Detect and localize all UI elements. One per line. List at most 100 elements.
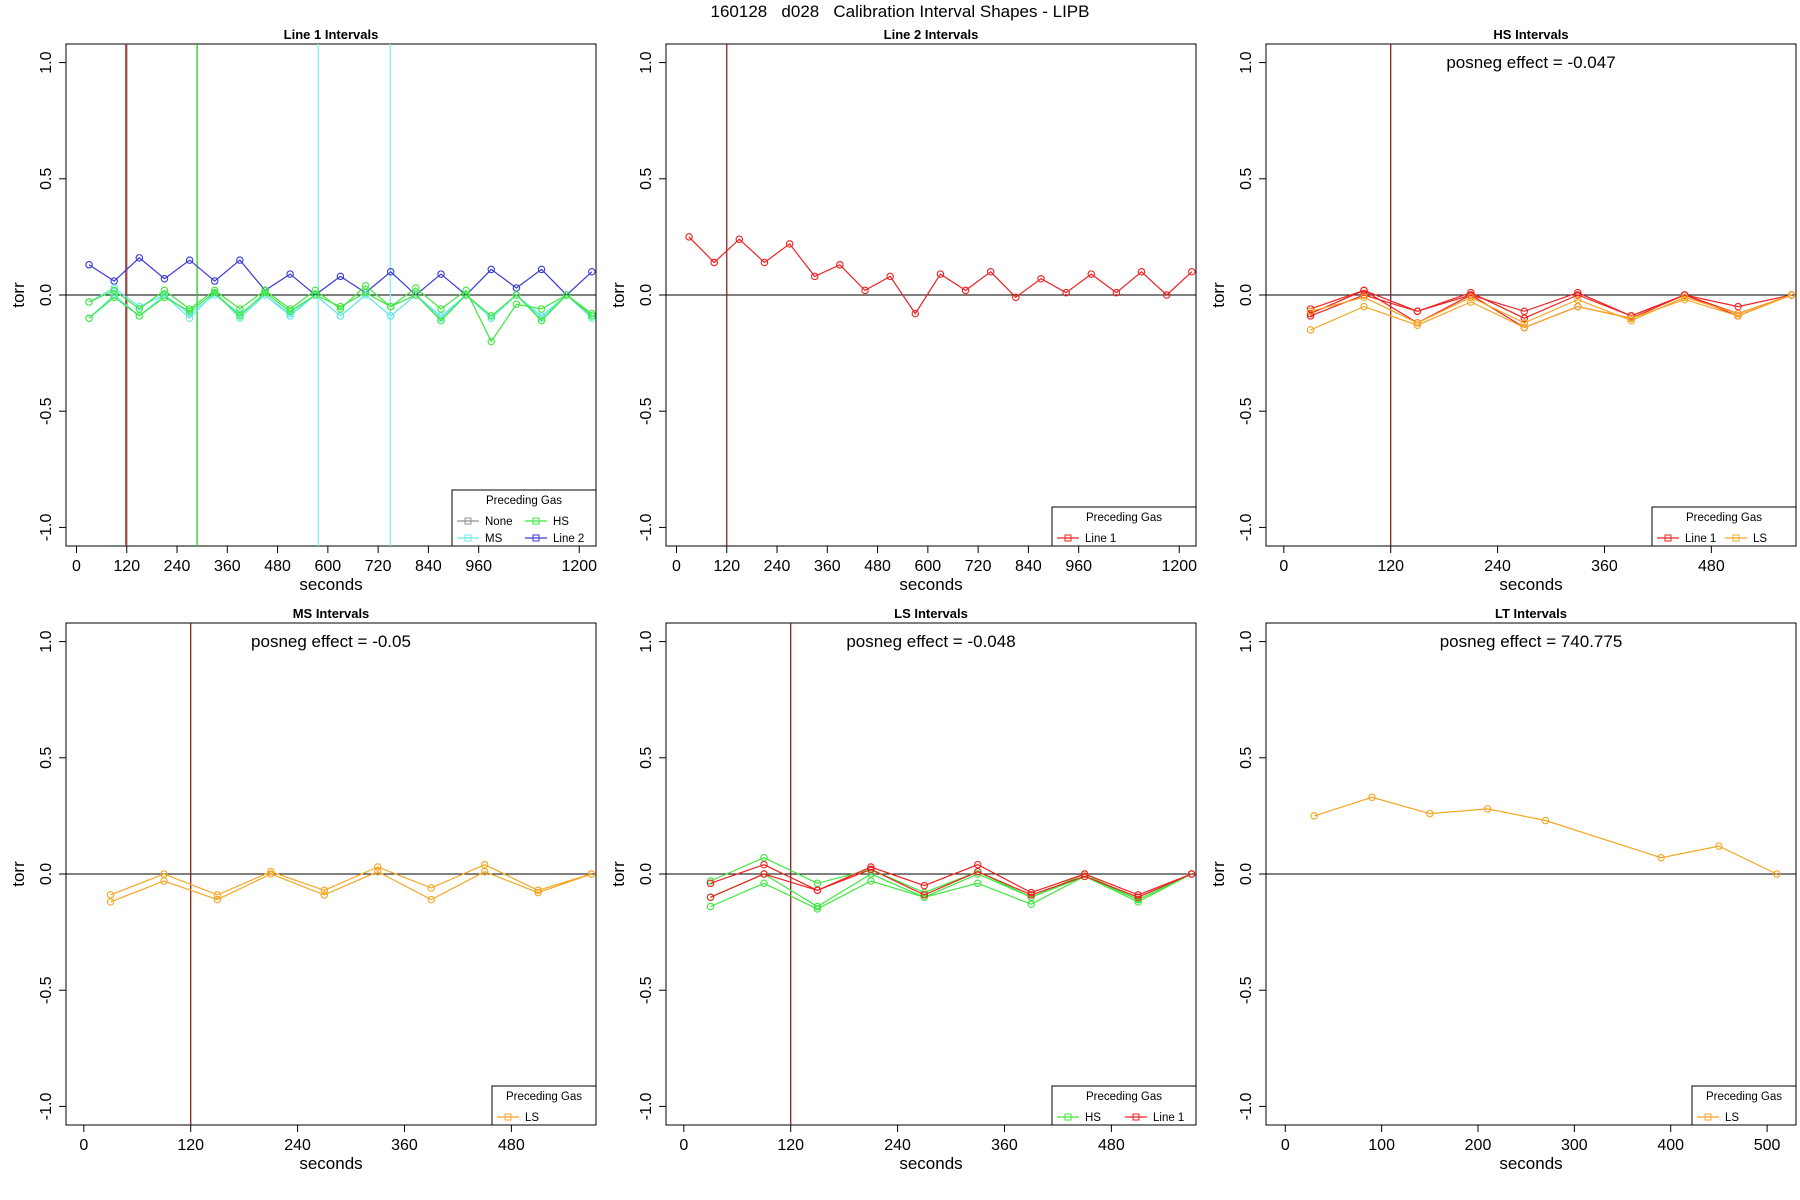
data-point — [920, 893, 929, 901]
data-point — [813, 902, 822, 911]
data-point — [311, 291, 320, 299]
x-tick-label: 500 — [1754, 1137, 1781, 1154]
data-point — [286, 270, 294, 278]
data-point — [160, 870, 168, 878]
y-axis: 1.0 0.5 0.0 -0.5 -1.0 — [638, 630, 666, 1120]
data-point — [867, 863, 875, 871]
legend-swatch-marker — [1732, 534, 1740, 542]
data-point — [1680, 293, 1689, 302]
data-point — [1467, 288, 1475, 297]
data-point — [974, 879, 982, 888]
data-point — [685, 233, 693, 241]
data-point — [427, 884, 435, 892]
data-point — [861, 286, 869, 295]
data-point — [210, 286, 219, 295]
x-tick-label: 0 — [1279, 558, 1288, 575]
data-point — [1162, 291, 1171, 299]
data-point — [760, 258, 769, 267]
x-tick-label: 0 — [1281, 1137, 1290, 1154]
data-point — [1137, 268, 1146, 276]
data-point — [1541, 816, 1550, 825]
data-point — [1080, 870, 1089, 878]
data-point — [1012, 293, 1020, 302]
x-axis: 0 120 240 360 480 600 720 840 960 1200 — [672, 545, 1197, 575]
data-point — [986, 268, 995, 276]
data-point — [1483, 805, 1492, 813]
data-point — [813, 886, 822, 895]
data-point — [961, 286, 970, 295]
x-tick-label: 360 — [991, 1137, 1018, 1154]
chart-title: MS Intervals — [293, 606, 370, 621]
legend-label: Line 1 — [1085, 533, 1116, 545]
series-ls-1 — [106, 860, 596, 899]
data-point — [185, 256, 194, 264]
series-line — [110, 871, 592, 903]
data-point — [236, 305, 244, 313]
y-tick-label: 1.0 — [1238, 51, 1255, 73]
legend-swatch-marker — [1132, 1113, 1140, 1121]
posneg-annotation: posneg effect = -0.048 — [846, 632, 1015, 651]
legend-label: LS — [1753, 533, 1767, 545]
data-point — [437, 305, 445, 313]
data-point — [760, 860, 768, 869]
y-tick-label: -1.0 — [1238, 514, 1255, 542]
x-tick-label: 480 — [864, 558, 891, 575]
data-point — [587, 870, 596, 878]
legend-box — [1051, 506, 1197, 547]
data-point — [920, 888, 929, 897]
data-point — [213, 891, 222, 899]
figure-title: 160128 d028 Calibration Interval Shapes … — [710, 2, 1090, 21]
data-point — [760, 870, 768, 878]
x-axis-label: seconds — [899, 1154, 962, 1173]
x-axis-label: seconds — [299, 575, 362, 594]
data-point — [588, 312, 596, 320]
data-point — [1734, 309, 1742, 318]
y-tick-label: 0.5 — [1238, 747, 1255, 769]
chart-title: LT Intervals — [1495, 606, 1567, 621]
data-point — [374, 863, 382, 871]
data-point — [160, 286, 169, 295]
y-tick-label: -0.5 — [38, 397, 55, 425]
data-point — [537, 305, 546, 313]
data-point — [1657, 853, 1665, 862]
series-line — [110, 864, 592, 896]
data-point — [1080, 872, 1089, 881]
data-point — [710, 258, 718, 267]
y-tick-label: 0.5 — [38, 747, 55, 769]
data-point — [813, 879, 822, 888]
data-point — [210, 288, 219, 297]
x-tick-label: 0 — [679, 1137, 688, 1154]
series-line — [88, 291, 593, 322]
data-point — [286, 312, 294, 320]
legend-label: Line 2 — [553, 533, 584, 545]
legend-label: MS — [485, 533, 503, 545]
data-point — [1627, 312, 1635, 320]
data-point — [85, 314, 93, 322]
data-point — [588, 314, 596, 322]
data-point — [487, 312, 496, 320]
data-point — [361, 281, 370, 290]
legend: Preceding Gas HS Line 1 — [1051, 1085, 1197, 1126]
y-axis: 1.0 0.5 0.0 -0.5 -1.0 — [638, 51, 666, 541]
legend-label: LS — [1725, 1112, 1739, 1124]
posneg-annotation: posneg effect = -0.047 — [1446, 53, 1615, 72]
series-line-1-1 — [685, 233, 1196, 318]
y-tick-label: -0.5 — [638, 397, 655, 425]
y-axis-label: torr — [1209, 282, 1228, 308]
data-point — [537, 265, 546, 274]
legend-label: None — [485, 516, 513, 528]
y-tick-label: 1.0 — [638, 630, 655, 652]
data-point — [1772, 870, 1781, 878]
data-point — [135, 305, 144, 313]
y-tick-label: -0.5 — [1238, 397, 1255, 425]
data-point — [487, 265, 496, 274]
y-axis-label: torr — [609, 861, 628, 887]
x-tick-label: 360 — [391, 1137, 418, 1154]
data-point — [286, 307, 294, 316]
y-tick-label: 1.0 — [38, 51, 55, 73]
data-point — [106, 898, 115, 906]
legend-box — [1051, 1085, 1197, 1126]
x-tick-label: 480 — [1098, 1137, 1125, 1154]
data-point — [261, 286, 269, 295]
legend-label: Line 1 — [1685, 533, 1716, 545]
